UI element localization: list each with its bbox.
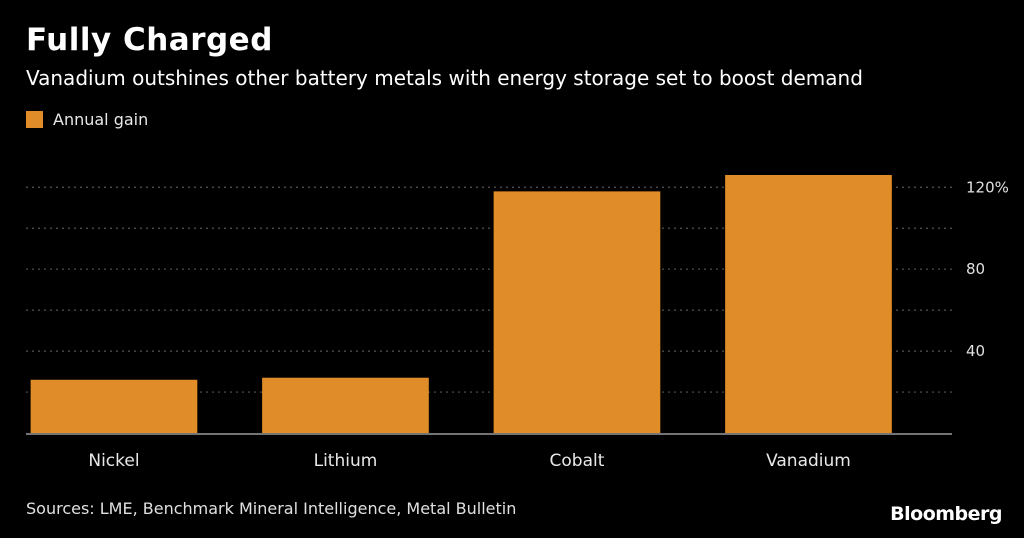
x-tick-label: Cobalt [550,451,605,471]
bar-cobalt [493,191,661,433]
bar-vanadium [725,175,892,433]
chart-title: Fully Charged [26,22,273,58]
bar-nickel [30,379,198,433]
bar-lithium [262,377,429,433]
chart-subtitle: Vanadium outshines other battery metals … [26,66,863,90]
labels-layer: 40 80 120% Nickel Lithium Cobalt Vanadium [88,178,1009,471]
legend-label: Annual gain [53,110,149,129]
x-tick-label: Vanadium [766,451,851,471]
legend: Annual gain [26,110,148,129]
y-tick-label: 40 [966,342,985,360]
y-tick-label: 120% [966,178,1009,196]
source-note: Sources: LME, Benchmark Mineral Intellig… [26,499,517,518]
grid-layer [26,186,952,393]
y-tick-label: 80 [966,260,985,278]
bloomberg-logo: Bloomberg [890,503,1002,525]
bars-layer [30,175,892,433]
x-tick-label: Lithium [314,451,378,471]
x-tick-label: Nickel [88,451,139,471]
legend-swatch [26,111,43,128]
